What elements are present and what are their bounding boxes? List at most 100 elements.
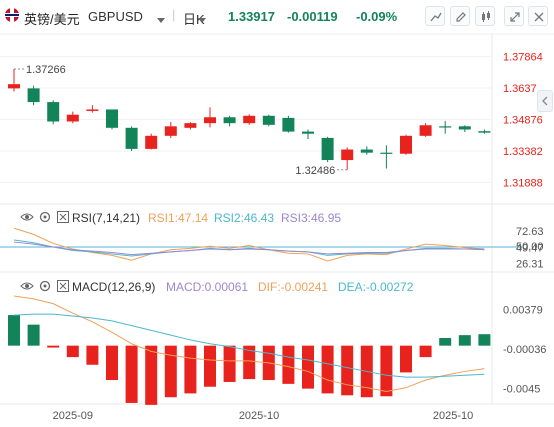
macd-tick-label: 0.00379: [503, 304, 543, 316]
macd-legend: MACD:0.00061: [166, 280, 249, 294]
y-tick-label: 1.34876: [503, 114, 543, 126]
interval-chevron-icon[interactable]: [198, 12, 206, 27]
y-tick-label: 1.33382: [503, 146, 543, 158]
y-tick-label: 1.31888: [503, 177, 543, 189]
macd-bar: [380, 345, 393, 397]
interval-selector[interactable]: 日K: [183, 12, 205, 27]
macd-close-icon[interactable]: [56, 279, 70, 298]
draw-icon[interactable]: [425, 6, 445, 26]
candle: [341, 149, 354, 161]
candle: [262, 115, 275, 125]
candle: [223, 117, 236, 124]
macd-bar: [321, 345, 334, 394]
rsi-line: [13, 239, 485, 257]
macd-bar: [184, 345, 197, 394]
rsi3-legend: RSI3:46.95: [281, 211, 342, 225]
price-change: -0.00119: [287, 9, 338, 24]
candle: [243, 115, 256, 124]
candle: [66, 114, 79, 122]
x-tick-label: 2025-09: [53, 410, 93, 422]
candle: [302, 131, 314, 134]
candle: [282, 117, 295, 132]
candle: [419, 125, 432, 136]
rsi1-legend: RSI1:47.14: [148, 211, 209, 225]
macd-bar: [204, 345, 216, 387]
candle: [360, 149, 373, 153]
candle: [458, 126, 471, 130]
symbol-name: 英镑/美元: [24, 12, 80, 27]
macd-bar: [145, 345, 158, 405]
dif-legend: DIF:-0.00241: [258, 280, 329, 294]
rsi-tick-label: 72.63: [516, 226, 544, 238]
last-price: 1.33917: [228, 9, 275, 24]
candle: [400, 135, 412, 154]
rsi-tick-label: 26.31: [516, 258, 544, 270]
rsi-line: [13, 241, 485, 256]
macd-gear-icon[interactable]: [38, 279, 52, 298]
candle: [106, 109, 118, 128]
candles-icon[interactable]: [475, 6, 495, 26]
dea-line: [13, 313, 485, 378]
macd-bar: [164, 345, 177, 398]
macd-bar: [458, 335, 471, 346]
macd-eye-icon[interactable]: [20, 279, 34, 298]
macd-bar: [106, 345, 118, 381]
candle: [8, 84, 20, 89]
macd-bar: [27, 324, 40, 346]
rsi-ref-label: 50.00: [516, 241, 544, 253]
header-divider: |: [172, 7, 176, 22]
rsi-line: [13, 227, 485, 262]
macd-bar: [86, 345, 99, 365]
macd-bar: [8, 315, 20, 346]
macd-bar: [478, 334, 491, 346]
dea-legend: DEA:-0.00272: [338, 280, 414, 294]
eye-icon[interactable]: [20, 210, 34, 229]
macd-bar: [47, 345, 60, 348]
close-indicator-icon[interactable]: [56, 210, 70, 229]
macd-bar: [66, 345, 79, 358]
macd-bar: [439, 338, 452, 346]
candle: [184, 123, 197, 128]
candle: [439, 126, 452, 128]
collapse-panel-button[interactable]: [537, 90, 553, 112]
candle: [321, 137, 334, 161]
x-tick-label: 2025-10: [239, 410, 279, 422]
rsi2-legend: RSI2:46.43: [214, 211, 275, 225]
macd-bar: [243, 345, 256, 380]
macd-tick-label: -0.0045: [503, 384, 540, 396]
chevron-down-icon[interactable]: [157, 12, 165, 27]
macd-bar: [125, 345, 138, 403]
macd-bar: [419, 345, 432, 358]
close-icon[interactable]: [528, 6, 548, 26]
macd-bar: [282, 345, 295, 384]
candle: [86, 109, 99, 111]
uk-flag-icon: [4, 7, 20, 26]
gear-icon[interactable]: [38, 210, 52, 229]
macd-title: MACD(12,26,9): [72, 280, 156, 294]
symbol-code[interactable]: GBPUSD: [88, 9, 143, 24]
candle: [47, 102, 60, 122]
candle: [125, 127, 138, 149]
candle: [204, 117, 216, 124]
candle: [478, 131, 491, 133]
candle: [145, 135, 158, 149]
low-label: 1.32486: [295, 165, 335, 177]
x-tick-label: 2025-10: [433, 410, 473, 422]
macd-bar: [223, 345, 236, 382]
dif-line: [13, 295, 485, 393]
high-label: 1.37266: [26, 64, 66, 76]
fullscreen-icon[interactable]: [504, 6, 524, 26]
candle: [380, 152, 393, 154]
edit-icon[interactable]: [450, 6, 470, 26]
macd-tick-label: -0.00036: [503, 344, 546, 356]
candle: [27, 88, 40, 103]
rsi-tick-label: 49.47: [516, 242, 544, 254]
macd-bar: [302, 345, 314, 389]
macd-bar: [341, 345, 354, 396]
macd-bar: [400, 345, 412, 373]
price-change-pct: -0.09%: [356, 9, 398, 24]
candle: [164, 126, 177, 136]
chart-header: 英镑/美元 GBPUSD | 日K 1.33917 -0.00119 -0.09…: [0, 0, 554, 34]
